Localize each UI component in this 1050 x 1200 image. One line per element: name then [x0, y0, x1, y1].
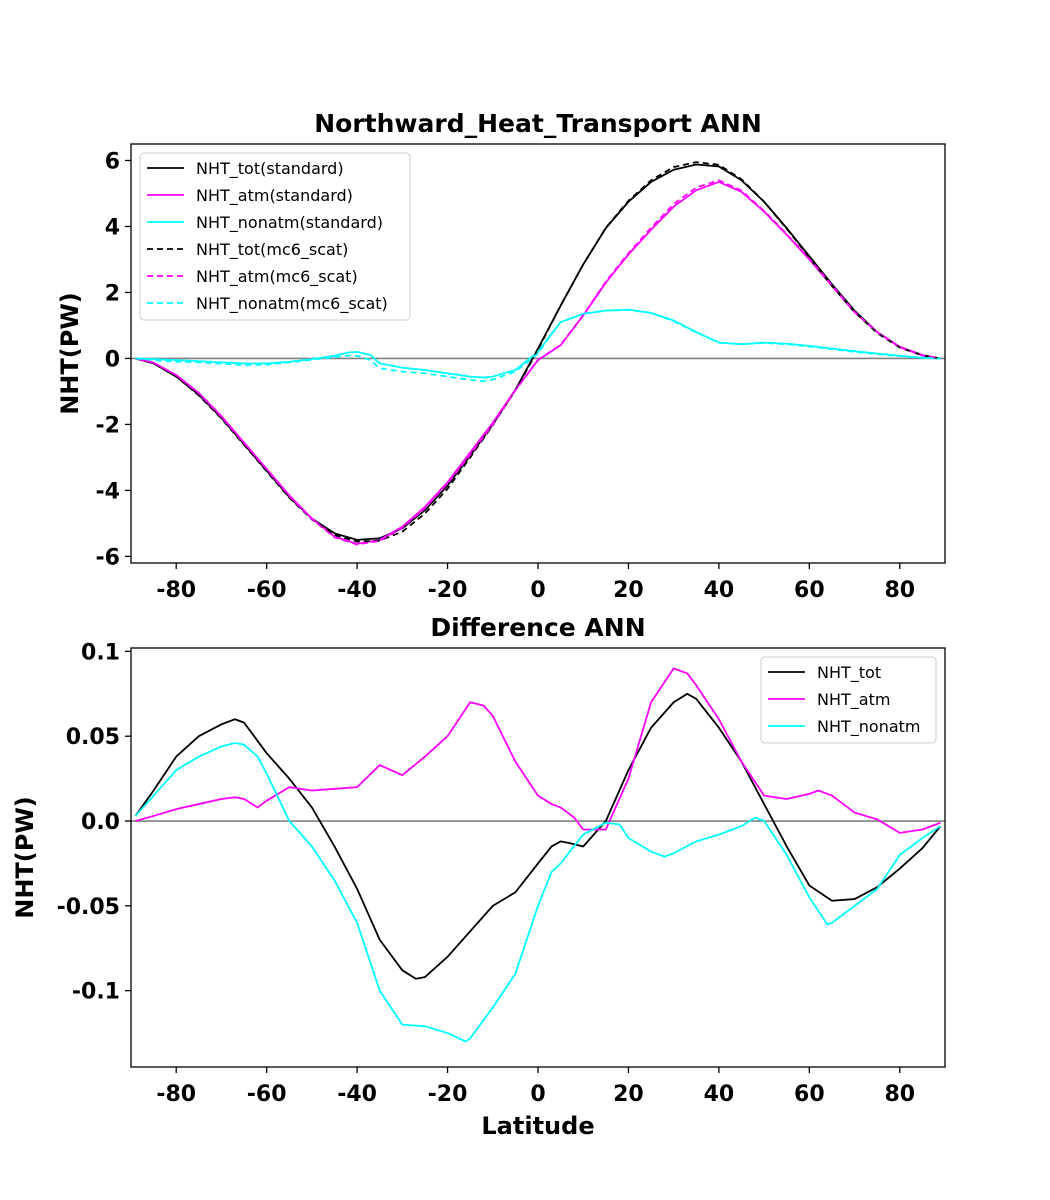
series-line-nht-atm	[135, 667, 941, 834]
legend-label: NHT_atm(mc6_scat)	[196, 267, 358, 287]
series-line-nht-tot	[134, 692, 942, 980]
x-tick-label: 80	[884, 1082, 915, 1107]
y-axis-label: NHT(PW)	[11, 796, 39, 919]
y-tick-label: 2	[105, 281, 120, 306]
y-tick-label: 0.05	[66, 725, 120, 750]
x-tick-label: 60	[794, 1082, 825, 1107]
x-tick-label: -20	[428, 578, 468, 603]
legend-label: NHT_atm(standard)	[196, 186, 353, 206]
x-tick-label: -40	[337, 578, 377, 603]
series-line-nht-nonatm-standard-	[135, 308, 941, 379]
legend-label: NHT_nonatm(standard)	[196, 213, 383, 233]
legend: NHT_tot NHT_atm NHT_nonatm	[760, 656, 937, 744]
y-tick-label: 0	[105, 347, 120, 372]
x-tick-label: -60	[247, 578, 287, 603]
legend-label: NHT_atm	[817, 690, 890, 710]
legend-box	[760, 656, 937, 744]
series-line-nht-nonatm-mc6-scat-	[135, 309, 941, 383]
x-tick-label: -60	[247, 1082, 287, 1107]
x-tick-label: 0	[530, 1082, 545, 1107]
y-tick-label: -2	[96, 413, 120, 438]
x-tick-label: 40	[704, 1082, 735, 1107]
y-tick-label: -6	[96, 545, 120, 570]
legend: NHT_tot(standard) NHT_atm(standard) NHT_no…	[139, 152, 411, 321]
legend-label: NHT_nonatm(mc6_scat)	[196, 294, 388, 314]
legend-label: NHT_tot(mc6_scat)	[196, 240, 348, 260]
legend-label: NHT_tot(standard)	[196, 159, 344, 179]
legend-box	[139, 152, 411, 321]
chart-title: Difference ANN	[430, 613, 645, 642]
y-tick-label: 0.1	[81, 640, 120, 665]
series-group	[135, 161, 941, 546]
difference-chart-panel: -80 -60 -40 -20 0 20 40 60 80 -0.1 -0.05 0.0 0.05 0.1…	[11, 613, 946, 1140]
y-tick-label: 6	[105, 149, 120, 174]
x-axis-label: Latitude	[481, 1112, 594, 1140]
series-line-nht-atm-mc6-scat-	[135, 179, 941, 546]
y-tick-label: -0.05	[57, 895, 120, 920]
x-tick-label: -80	[156, 1082, 196, 1107]
x-tick-label: 60	[794, 578, 825, 603]
y-axis-label: NHT(PW)	[56, 292, 84, 415]
x-tick-label: 40	[704, 578, 735, 603]
y-tick-label: -0.1	[72, 980, 120, 1005]
x-tick-label: 0	[530, 578, 545, 603]
top-chart-panel: -80 -60 -40 -20 0 20 40 60 80-6-4-20246Northward…	[56, 109, 946, 603]
y-tick-label: -4	[96, 479, 120, 504]
x-tick-label: 20	[613, 578, 644, 603]
y-tick-label: 0.0	[81, 810, 120, 835]
series-line-nht-nonatm	[134, 742, 941, 1043]
legend-label: NHT_tot	[817, 663, 881, 683]
x-tick-label: 80	[884, 578, 915, 603]
series-group	[134, 667, 942, 1043]
x-tick-label: -40	[337, 1082, 377, 1107]
chart-title: Northward_Heat_Transport ANN	[314, 109, 762, 138]
y-tick-label: 4	[105, 215, 120, 240]
x-tick-label: 20	[613, 1082, 644, 1107]
legend-label: NHT_nonatm	[817, 717, 921, 737]
x-tick-label: -80	[156, 578, 196, 603]
x-tick-label: -20	[428, 1082, 468, 1107]
